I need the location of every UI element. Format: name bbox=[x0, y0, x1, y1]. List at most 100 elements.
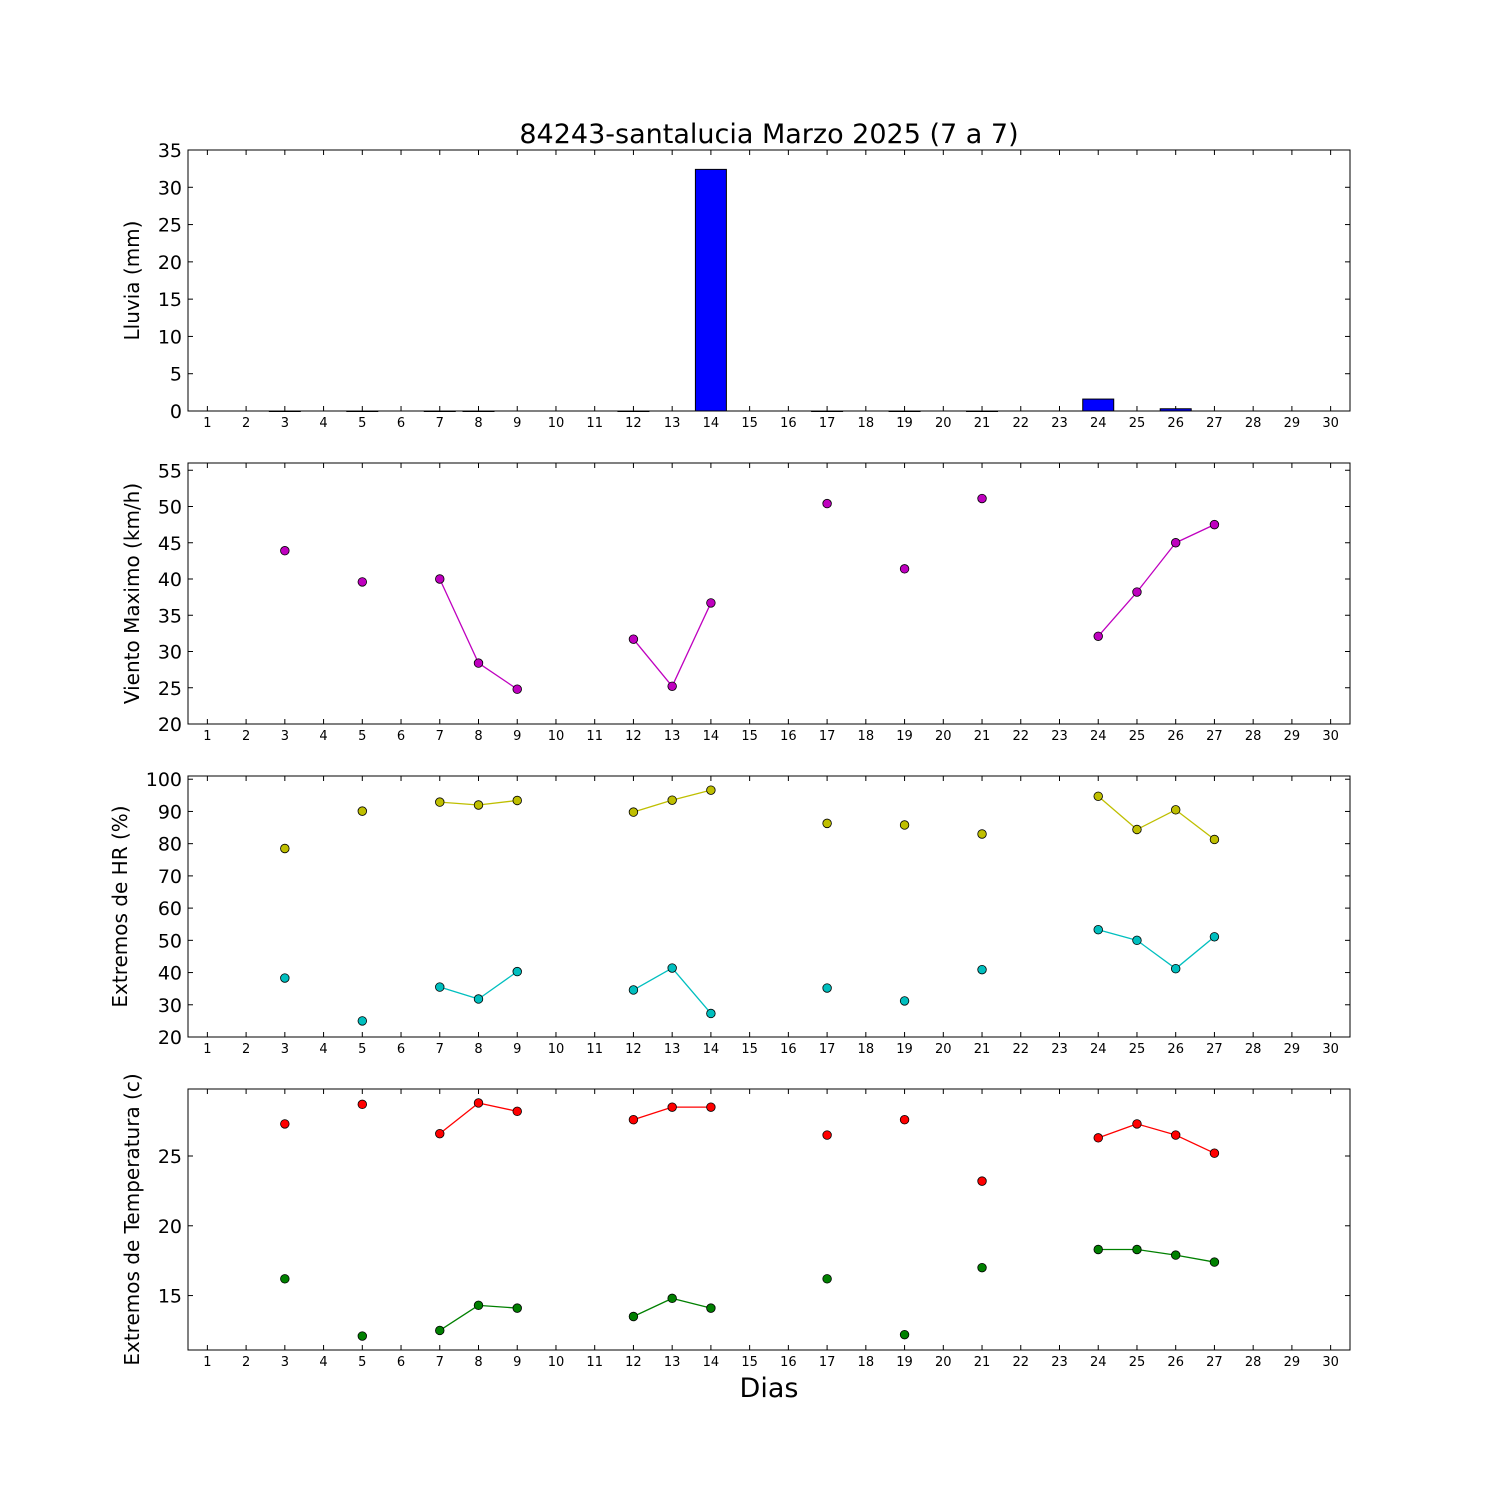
x-tick-label: 26 bbox=[1167, 729, 1184, 744]
data-point bbox=[706, 598, 716, 608]
y-tick-label: 30 bbox=[158, 642, 182, 664]
series-line bbox=[1136, 1123, 1176, 1136]
x-tick-label: 14 bbox=[703, 1042, 720, 1057]
series-line bbox=[439, 1304, 479, 1332]
x-tick-label: 24 bbox=[1090, 416, 1107, 431]
x-tick-label: 17 bbox=[819, 416, 836, 431]
y-tick-label: 60 bbox=[158, 898, 182, 920]
data-point bbox=[667, 795, 677, 805]
panel-viento: 1 2 3 4 5 6 7 8 9 10 11 12 13 14 15 16 17 18 19 20 21 22 23 24 2… bbox=[120, 460, 1351, 744]
x-tick-label: 11 bbox=[586, 729, 603, 744]
x-tick-label: 15 bbox=[741, 416, 758, 431]
x-tick-label: 9 bbox=[513, 1355, 521, 1370]
y-tick-label: 40 bbox=[158, 569, 182, 591]
x-tick-label: 5 bbox=[358, 1042, 366, 1057]
x-tick-label: 20 bbox=[935, 416, 952, 431]
y-axis-label: Viento Maximo (km/h) bbox=[120, 483, 144, 704]
x-tick-label: 3 bbox=[281, 729, 289, 744]
series-line bbox=[1175, 1254, 1215, 1263]
rain-bar bbox=[966, 410, 999, 412]
series-line bbox=[633, 1106, 673, 1121]
series-line bbox=[671, 967, 712, 1014]
data-point bbox=[357, 577, 368, 587]
y-tick-label: 10 bbox=[158, 326, 182, 348]
plot-area bbox=[187, 1088, 1351, 1351]
data-point bbox=[667, 1293, 677, 1304]
x-tick-label: 7 bbox=[436, 416, 444, 431]
x-tick-label: 21 bbox=[974, 1042, 991, 1057]
data-point bbox=[822, 983, 832, 993]
x-tick-label: 5 bbox=[358, 729, 366, 744]
data-point bbox=[822, 498, 832, 509]
data-point bbox=[473, 658, 484, 668]
y-tick-label: 40 bbox=[158, 963, 182, 985]
x-tick-label: 26 bbox=[1167, 416, 1184, 431]
x-tick-label: 18 bbox=[858, 416, 875, 431]
series-line bbox=[478, 971, 518, 1000]
plot-area bbox=[187, 462, 1351, 725]
series-line bbox=[671, 602, 712, 687]
rain-bar bbox=[617, 410, 650, 412]
x-tick-label: 8 bbox=[474, 416, 482, 431]
x-tick-label: 10 bbox=[548, 1042, 565, 1057]
x-tick-label: 29 bbox=[1284, 1355, 1301, 1370]
data-point bbox=[1093, 631, 1103, 641]
rain-bar bbox=[694, 168, 727, 412]
x-tick-label: 13 bbox=[664, 1042, 681, 1057]
y-tick-label: 55 bbox=[158, 460, 182, 482]
x-tick-label: 15 bbox=[741, 1355, 758, 1370]
data-point bbox=[512, 795, 522, 806]
x-tick-label: 9 bbox=[513, 729, 521, 744]
data-point bbox=[357, 1016, 368, 1026]
y-tick-label: 35 bbox=[158, 605, 182, 627]
x-tick-label: 3 bbox=[281, 1355, 289, 1370]
x-tick-label: 6 bbox=[397, 416, 405, 431]
series-line bbox=[1097, 591, 1138, 637]
data-point bbox=[280, 843, 290, 854]
data-point bbox=[512, 1303, 522, 1313]
panel-hr: 1 2 3 4 5 6 7 8 9 10 11 12 13 14 15 16 17 18 19 20 21 22 23 24 2… bbox=[108, 769, 1351, 1057]
data-point bbox=[822, 1130, 832, 1140]
y-tick-label: 15 bbox=[158, 289, 182, 311]
x-tick-label: 23 bbox=[1051, 1042, 1068, 1057]
data-point bbox=[473, 800, 484, 810]
data-point bbox=[435, 797, 445, 807]
x-tick-label: 7 bbox=[436, 1355, 444, 1370]
data-point bbox=[822, 818, 832, 829]
data-point bbox=[1093, 1244, 1103, 1255]
data-point bbox=[628, 1115, 639, 1125]
x-tick-label: 24 bbox=[1090, 1042, 1107, 1057]
panel-temperatura: 1 2 3 4 5 6 7 8 9 10 11 12 13 14 15 16 17 18 19 20 21 22 23 24 2… bbox=[120, 1073, 1351, 1370]
x-tick-label: 22 bbox=[1012, 1042, 1029, 1057]
x-tick-label: 3 bbox=[281, 1042, 289, 1057]
series-line bbox=[1175, 936, 1215, 970]
y-tick-label: 25 bbox=[158, 1146, 182, 1168]
x-axis-label: Dias bbox=[740, 1373, 799, 1404]
x-tick-label: 7 bbox=[436, 1042, 444, 1057]
chart-title: 84243-santalucia Marzo 2025 (7 a 7) bbox=[519, 119, 1018, 150]
data-point bbox=[977, 1176, 987, 1186]
y-tick-label: 20 bbox=[158, 1216, 182, 1238]
data-point bbox=[435, 1325, 445, 1336]
x-tick-label: 21 bbox=[974, 729, 991, 744]
data-point bbox=[280, 546, 290, 556]
x-tick-label: 16 bbox=[780, 729, 797, 744]
series-line bbox=[1136, 809, 1176, 831]
data-point bbox=[1170, 1130, 1181, 1140]
x-tick-label: 1 bbox=[203, 1042, 211, 1057]
data-point bbox=[280, 1119, 290, 1129]
x-tick-label: 22 bbox=[1012, 1355, 1029, 1370]
rain-bar bbox=[462, 410, 495, 412]
data-point bbox=[628, 1311, 639, 1322]
x-tick-label: 21 bbox=[974, 1355, 991, 1370]
data-point bbox=[1170, 963, 1181, 974]
x-tick-label: 2 bbox=[242, 1042, 250, 1057]
data-point bbox=[977, 1262, 987, 1273]
x-tick-label: 15 bbox=[741, 1042, 758, 1057]
data-point bbox=[512, 966, 522, 977]
data-point bbox=[977, 964, 987, 975]
x-tick-label: 16 bbox=[780, 1042, 797, 1057]
x-tick-label: 11 bbox=[586, 1355, 603, 1370]
data-point bbox=[512, 684, 522, 694]
